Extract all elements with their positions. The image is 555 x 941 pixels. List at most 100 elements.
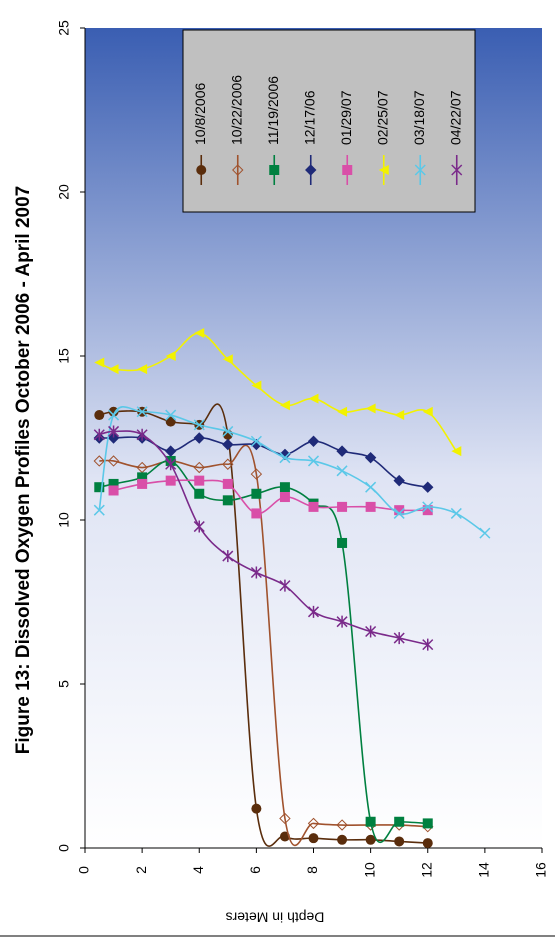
legend-label: 11/19/2006 — [265, 76, 281, 145]
legend-marker — [269, 165, 280, 175]
marker — [279, 452, 291, 464]
marker — [93, 428, 105, 441]
marker — [422, 818, 433, 829]
marker — [365, 481, 377, 493]
marker — [165, 416, 176, 427]
marker — [365, 834, 376, 845]
legend-marker — [451, 164, 463, 176]
marker — [393, 474, 405, 487]
marker — [251, 488, 262, 499]
legend-marker — [232, 164, 244, 176]
legend-box — [182, 29, 476, 213]
marker — [250, 566, 262, 579]
legend-marker — [196, 165, 207, 175]
marker — [250, 468, 263, 480]
marker — [222, 425, 234, 437]
marker — [307, 605, 320, 618]
marker — [93, 504, 105, 516]
marker — [137, 478, 148, 489]
marker — [451, 446, 462, 457]
marker — [165, 409, 177, 421]
marker — [193, 461, 205, 474]
marker — [336, 465, 348, 477]
x-tick-label: 4 — [190, 866, 206, 874]
legend-label: 10/22/2006 — [228, 75, 244, 145]
chart-title: Figure 13: Dissolved Oxygen Profiles Oct… — [13, 186, 34, 754]
marker — [94, 410, 105, 421]
legend-label: 04/22/07 — [447, 90, 463, 145]
marker — [307, 455, 320, 467]
marker — [279, 579, 291, 592]
marker — [108, 406, 119, 417]
y-tick-label: 15 — [56, 348, 72, 364]
x-tick-label: 12 — [418, 862, 434, 878]
legend-marker — [305, 164, 317, 176]
marker — [222, 354, 233, 365]
marker — [165, 458, 177, 471]
marker — [450, 507, 462, 519]
marker — [107, 455, 120, 467]
marker — [337, 501, 348, 512]
marker — [164, 445, 177, 457]
marker — [193, 520, 205, 533]
marker — [422, 481, 434, 493]
marker — [308, 393, 319, 404]
marker — [307, 817, 320, 830]
y-tick-label: 10 — [56, 512, 72, 528]
marker — [251, 508, 262, 519]
marker — [251, 803, 262, 814]
marker — [279, 812, 291, 825]
marker — [364, 451, 377, 464]
marker — [108, 425, 120, 438]
marker — [222, 438, 234, 451]
x-tick-label: 6 — [247, 866, 263, 874]
marker — [394, 505, 405, 516]
marker — [308, 833, 319, 844]
marker — [136, 406, 148, 418]
marker — [336, 615, 348, 628]
marker — [337, 834, 348, 845]
y-tick-label: 20 — [56, 184, 72, 200]
y-tick-label: 0 — [56, 844, 72, 852]
x-tick-label: 10 — [361, 862, 377, 878]
x-axis-label: Depth in Meters — [226, 909, 325, 925]
marker — [337, 406, 348, 417]
x-tick-label: 14 — [476, 862, 492, 878]
legend-label: 12/17/06 — [301, 90, 317, 145]
marker — [307, 435, 320, 447]
marker — [308, 501, 319, 512]
series-line — [99, 444, 428, 847]
marker — [365, 501, 376, 512]
x-tick-label: 2 — [133, 866, 149, 874]
marker — [137, 364, 148, 375]
marker — [222, 478, 233, 489]
y-tick-label: 5 — [56, 680, 72, 688]
marker — [108, 409, 120, 421]
marker — [194, 475, 205, 486]
marker — [222, 458, 234, 470]
marker — [165, 475, 176, 486]
series-line — [99, 403, 428, 847]
marker — [422, 505, 433, 516]
marker — [222, 550, 234, 563]
legend-marker — [414, 164, 426, 176]
marker — [336, 819, 348, 831]
y-tick-label: 25 — [56, 20, 72, 36]
marker — [165, 351, 176, 361]
marker — [94, 357, 105, 368]
legend-label: 10/8/2006 — [192, 83, 208, 145]
x-tick-label: 8 — [304, 866, 320, 874]
marker — [222, 495, 233, 506]
marker — [336, 445, 348, 457]
marker — [193, 419, 205, 431]
marker — [107, 432, 120, 444]
plot-layer: 0 5 10 15 20 25 0 2 4 6 8 10 12 14 16 10/8/2006 10/22/20… — [56, 20, 549, 878]
marker — [194, 328, 205, 339]
marker — [251, 380, 262, 391]
marker — [279, 400, 290, 411]
marker — [108, 478, 119, 489]
marker — [394, 816, 405, 827]
marker — [337, 537, 348, 548]
marker — [393, 632, 405, 645]
